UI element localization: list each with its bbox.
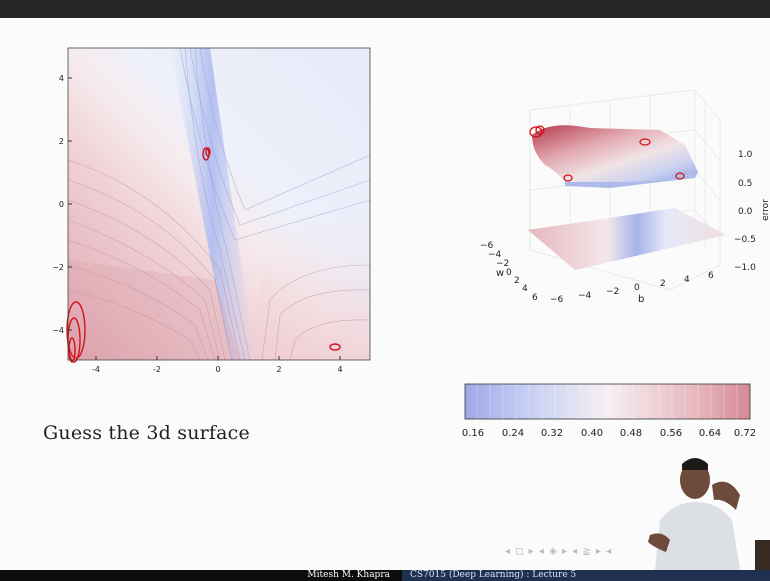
colorbar-tick: 0.16 bbox=[462, 428, 484, 439]
surface-annotations bbox=[529, 125, 685, 182]
red-annotations bbox=[66, 147, 341, 363]
w-tick: 6 bbox=[532, 293, 538, 303]
presenter-figure bbox=[648, 458, 770, 570]
colorbar-ticks: 0.16 0.24 0.32 0.40 0.48 0.56 0.64 0.72 bbox=[462, 428, 756, 439]
b-tick: −4 bbox=[578, 291, 592, 301]
footer-course: CS7015 (Deep Learning) : Lecture 5 bbox=[402, 570, 770, 581]
colorbar-bands bbox=[476, 384, 738, 419]
footer-author: Mitesh M. Khapra bbox=[307, 570, 390, 580]
y-tick: 4 bbox=[59, 74, 64, 83]
b-tick: 2 bbox=[660, 279, 666, 289]
beamer-navigation[interactable]: ◂ ◻ ▸ ◂ ◈ ▸ ◂ ≧ ▸ ◂ bbox=[505, 546, 613, 557]
colorbar-tick: 0.56 bbox=[660, 428, 682, 439]
z-axis: 1.0 0.5 0.0 −0.5 −1.0 error bbox=[734, 150, 770, 273]
x-tick: -2 bbox=[153, 365, 161, 374]
surface-edge bbox=[565, 172, 698, 188]
colorbar-tick: 0.40 bbox=[581, 428, 603, 439]
colorbar-tick: 0.48 bbox=[620, 428, 642, 439]
contour-region-left bbox=[68, 260, 240, 360]
colorbar-svg: 0.16 0.24 0.32 0.40 0.48 0.56 0.64 0.72 bbox=[462, 383, 756, 439]
w-tick: 0 bbox=[506, 268, 512, 278]
contour-plot-svg: 4 2 0 −2 −4 -4 -2 0 2 4 bbox=[52, 47, 371, 374]
z-tick: −0.5 bbox=[734, 235, 756, 245]
x-tick: 4 bbox=[337, 365, 342, 374]
top-bar bbox=[0, 0, 770, 18]
contour-region-right bbox=[250, 210, 370, 360]
b-tick: 6 bbox=[708, 271, 714, 281]
y-tick: 0 bbox=[59, 200, 64, 209]
surface-box bbox=[530, 90, 720, 290]
contour-plot: 4 2 0 −2 −4 -4 -2 0 2 4 bbox=[40, 40, 380, 380]
b-axis: −6 −4 −2 0 2 4 6 b bbox=[550, 271, 714, 305]
x-tick: 0 bbox=[215, 365, 220, 374]
b-tick: 0 bbox=[634, 283, 640, 293]
footer-bar: Mitesh M. Khapra CS7015 (Deep Learning) … bbox=[0, 570, 770, 581]
w-tick: 4 bbox=[522, 284, 528, 294]
colorbar-tick: 0.24 bbox=[502, 428, 524, 439]
colorbar: 0.16 0.24 0.32 0.40 0.48 0.56 0.64 0.72 bbox=[455, 378, 760, 440]
z-tick: −1.0 bbox=[734, 263, 756, 273]
x-axis: -4 -2 0 2 4 bbox=[92, 356, 343, 374]
y-tick: −4 bbox=[52, 326, 64, 335]
b-axis-label: b bbox=[638, 294, 644, 305]
w-axis: −6 −4 −2 0 2 4 6 w bbox=[480, 241, 538, 303]
w-axis-label: w bbox=[496, 268, 504, 279]
surface-plot: 1.0 0.5 0.0 −0.5 −1.0 error −6 −4 −2 0 2… bbox=[470, 89, 770, 315]
w-tick: −2 bbox=[496, 259, 509, 269]
z-tick: 0.0 bbox=[738, 207, 753, 217]
w-tick: −6 bbox=[480, 241, 494, 251]
colorbar-gradient bbox=[464, 383, 751, 420]
z-axis-label: error bbox=[761, 199, 770, 221]
z-tick: 1.0 bbox=[738, 150, 753, 160]
w-tick: −4 bbox=[488, 250, 502, 260]
z-tick: 0.5 bbox=[738, 179, 752, 189]
presenter-video bbox=[600, 440, 770, 570]
colorbar-tick: 0.64 bbox=[699, 428, 721, 439]
colorbar-tick: 0.32 bbox=[541, 428, 563, 439]
b-tick: 4 bbox=[684, 275, 690, 285]
surface-mesh bbox=[532, 125, 698, 182]
b-tick: −6 bbox=[550, 295, 564, 305]
presenter-shirt bbox=[655, 502, 740, 570]
y-tick: −2 bbox=[52, 263, 64, 272]
contour-lines-blue bbox=[179, 47, 371, 361]
x-tick: -4 bbox=[92, 365, 100, 374]
surface-plot-svg: 1.0 0.5 0.0 −0.5 −1.0 error −6 −4 −2 0 2… bbox=[480, 89, 770, 305]
surface-floor bbox=[528, 208, 726, 270]
slide-caption: Guess the 3d surface bbox=[43, 422, 250, 444]
presenter-head bbox=[680, 461, 710, 499]
colorbar-tick: 0.72 bbox=[734, 428, 756, 439]
presenter-hand bbox=[712, 481, 740, 510]
contour-lines bbox=[67, 159, 371, 361]
y-axis: 4 2 0 −2 −4 bbox=[52, 74, 72, 335]
x-tick: 2 bbox=[276, 365, 281, 374]
w-tick: 2 bbox=[514, 276, 520, 286]
b-tick: −2 bbox=[606, 287, 619, 297]
y-tick: 2 bbox=[59, 137, 64, 146]
